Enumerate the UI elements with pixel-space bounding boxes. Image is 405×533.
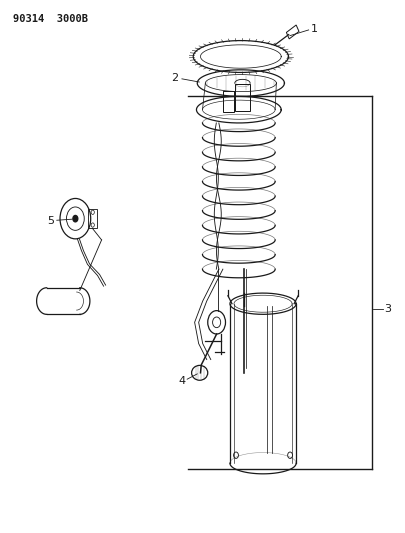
Circle shape [73, 215, 78, 222]
Text: 3: 3 [385, 304, 392, 314]
Text: 5: 5 [48, 216, 55, 227]
Text: 2: 2 [171, 73, 179, 83]
Text: 1: 1 [311, 24, 318, 34]
Text: 4: 4 [179, 376, 186, 386]
Text: 90314  3000B: 90314 3000B [13, 14, 88, 24]
Bar [286, 25, 299, 39]
Bar [235, 84, 250, 111]
Bar [88, 209, 97, 228]
Bar [224, 91, 234, 112]
